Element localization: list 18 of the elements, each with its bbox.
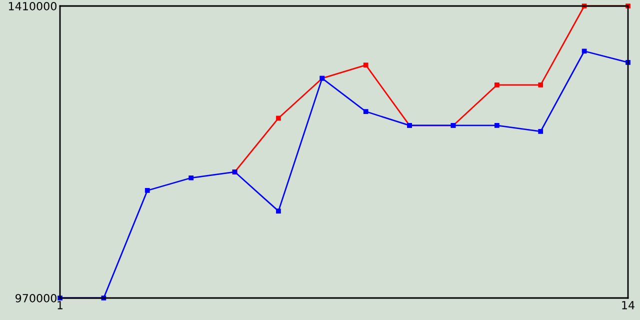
x-tick-label: 1 xyxy=(58,301,63,310)
point xyxy=(188,175,194,180)
point xyxy=(58,296,62,300)
point xyxy=(582,48,587,54)
point xyxy=(626,4,630,8)
point xyxy=(538,128,544,134)
x-tick-label: 14 xyxy=(622,301,634,310)
point xyxy=(363,62,368,68)
point xyxy=(144,188,150,193)
point xyxy=(538,82,544,88)
point xyxy=(276,208,281,214)
point xyxy=(494,123,500,128)
point xyxy=(494,82,500,88)
point xyxy=(626,60,630,65)
point xyxy=(363,109,368,114)
point xyxy=(276,116,281,121)
y-tick-label: 970000 xyxy=(16,294,56,302)
y-tick-label: 1410000 xyxy=(8,2,56,10)
